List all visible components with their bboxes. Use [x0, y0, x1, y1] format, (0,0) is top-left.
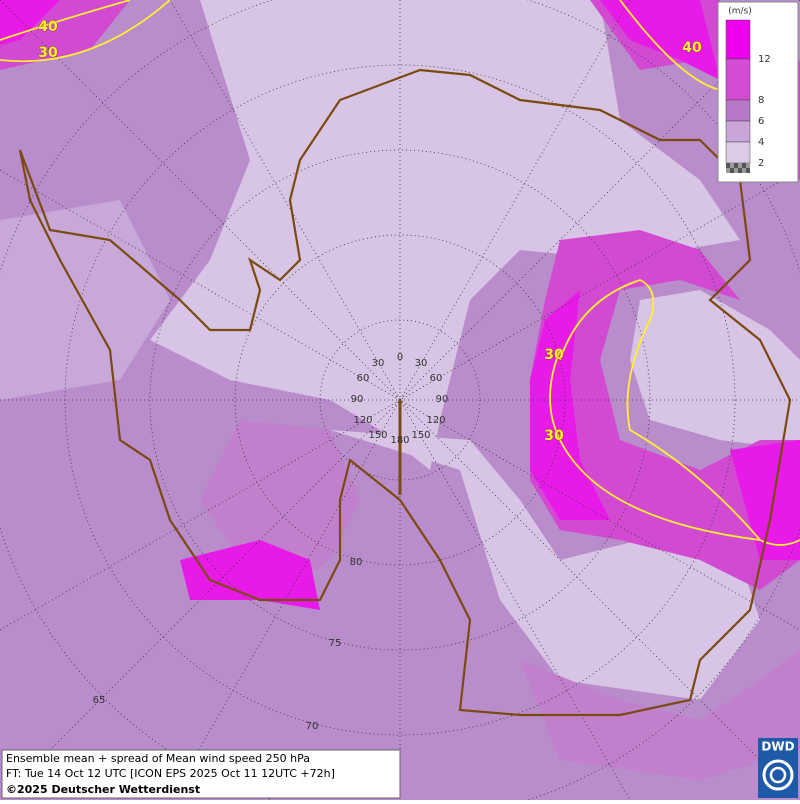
legend-unit: (m/s) [728, 7, 752, 17]
max-field [0, 0, 60, 45]
legend-swatch [725, 99, 751, 122]
legend-label: 12 [758, 54, 771, 65]
max-field [180, 540, 320, 610]
grid-label: 90 [351, 394, 364, 405]
max-field [730, 440, 800, 560]
isotach [549, 349, 761, 541]
contour-label: 30 [544, 428, 564, 444]
grid-labels: 0 30 30 60 60 90 90 120 120 150 150 180 … [93, 352, 449, 732]
caption-line: Ensemble mean + spread of Mean wind spee… [6, 752, 310, 765]
max-field [600, 0, 720, 80]
grid-label: 120 [426, 415, 445, 426]
legend-label: 6 [758, 116, 764, 127]
light-field [330, 430, 760, 700]
logo-icon [762, 759, 794, 791]
isotach [0, 0, 131, 41]
legend-swatch [725, 141, 751, 164]
caption-box [1, 749, 401, 799]
light-field [150, 0, 740, 470]
mid-field [0, 200, 170, 400]
mid-field [200, 420, 360, 580]
grid-label: 120 [353, 415, 372, 426]
caption-line: FT: Tue 14 Oct 12 UTC [ICON EPS 2025 Oct… [6, 767, 335, 780]
wind-fields [0, 0, 800, 780]
legend-swatch [725, 120, 751, 143]
contour-labels: 40 30 40 30 30 [38, 19, 702, 445]
logo-icon [769, 766, 787, 784]
grid-label: 75 [329, 638, 342, 649]
caption-line: ©2025 Deutscher Wetterdienst [6, 783, 200, 796]
grid-label: 70 [306, 721, 319, 732]
isotach [619, 0, 721, 91]
isotach [0, 0, 171, 63]
grid-label: 30 [372, 358, 385, 369]
grid-label: 0 [397, 352, 403, 363]
max-field [530, 290, 610, 520]
grid-label: 180 [390, 435, 409, 446]
grid-label: 65 [93, 695, 106, 706]
legend: (m/s) 12 8 6 4 2 [717, 1, 799, 183]
contour-label: 30 [544, 347, 564, 363]
grid-label: 150 [368, 430, 387, 441]
grid-label: 90 [436, 394, 449, 405]
isotachs [0, 0, 800, 546]
grid-label: 30 [415, 358, 428, 369]
mid-field [520, 650, 800, 780]
grid-label: 60 [430, 373, 443, 384]
grid-label: 80 [350, 557, 363, 568]
grid-label: 60 [357, 373, 370, 384]
contour-label: 40 [682, 40, 702, 56]
legend-label: 8 [758, 95, 764, 106]
grid-label: 150 [411, 430, 430, 441]
legend-swatch [726, 163, 750, 173]
contour-label: 40 [38, 19, 58, 35]
dwd-logo: DWD [758, 738, 798, 798]
light-field [630, 290, 800, 450]
legend-swatch [725, 19, 751, 60]
contour-label: 30 [38, 45, 58, 61]
legend-label: 2 [758, 158, 764, 169]
logo-text: DWD [761, 740, 794, 754]
legend-swatch [725, 58, 751, 101]
caption: Ensemble mean + spread of Mean wind spee… [1, 749, 401, 799]
legend-label: 4 [758, 137, 764, 148]
